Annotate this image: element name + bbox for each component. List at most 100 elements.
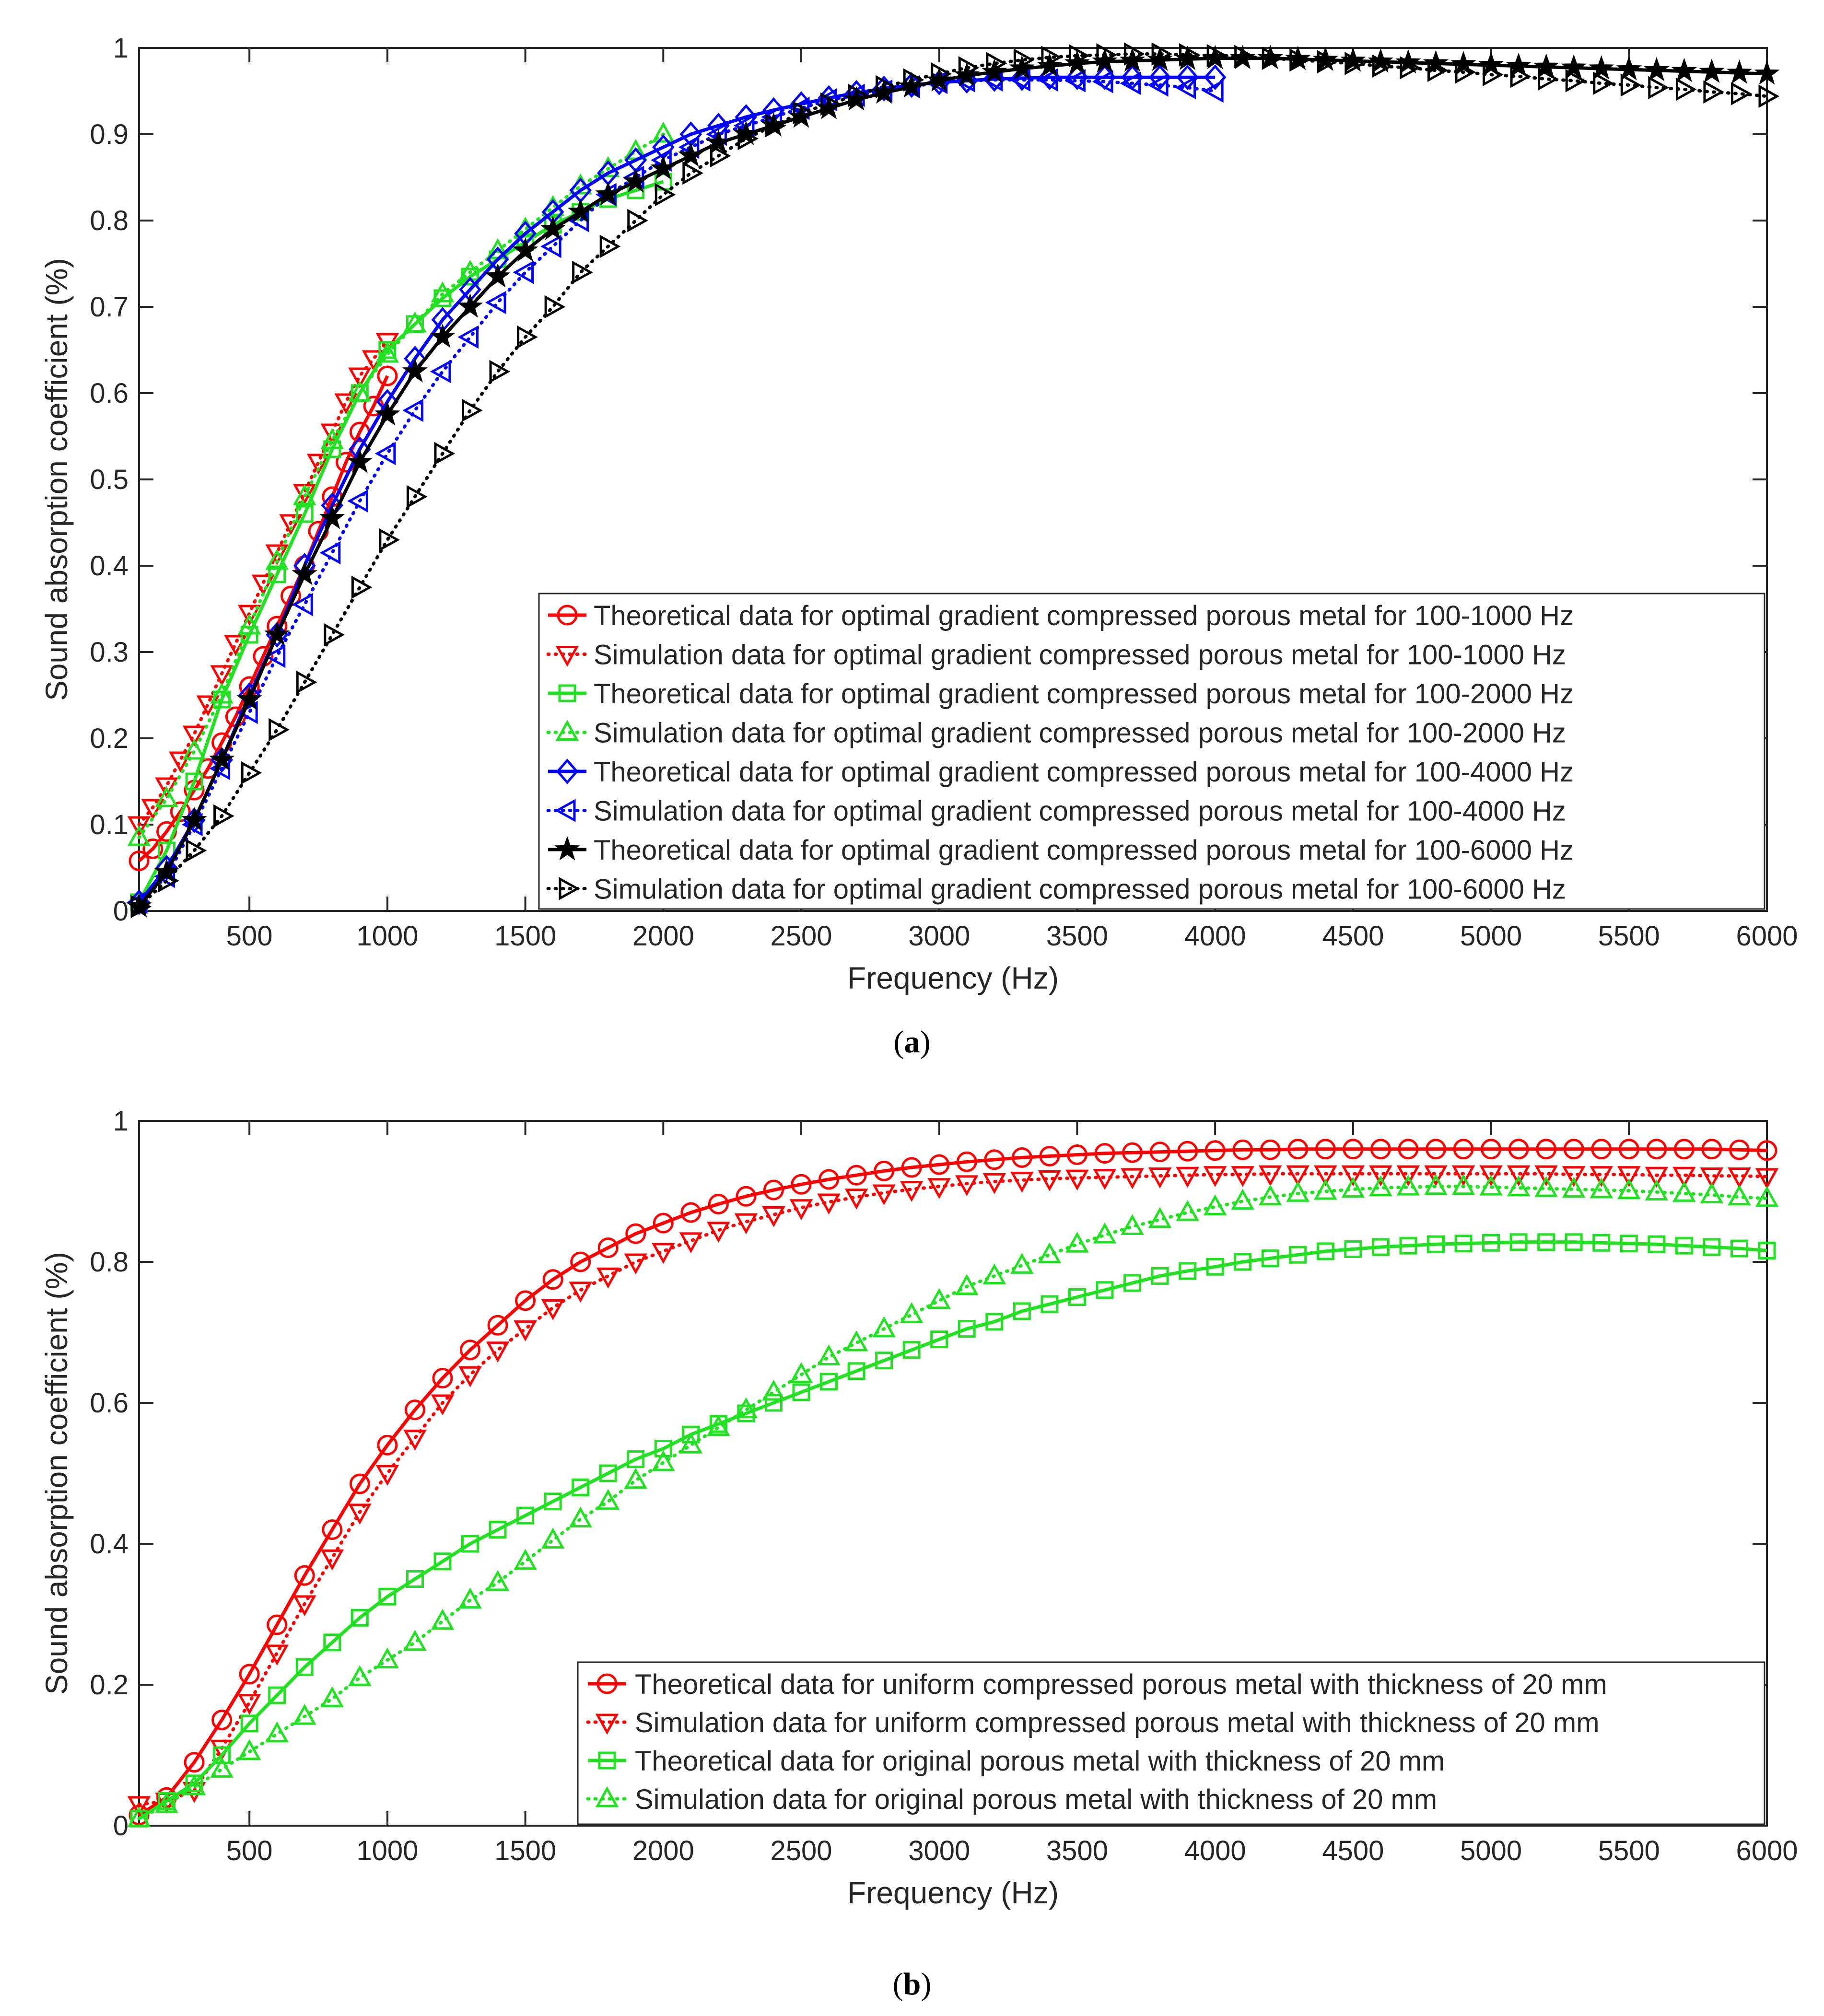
- data-point: [1369, 1165, 1392, 1187]
- data-point: [347, 489, 368, 513]
- data-point: [267, 1614, 288, 1635]
- data-point: [818, 1169, 840, 1190]
- data-point: [1151, 42, 1173, 66]
- data-point: [334, 393, 358, 415]
- data-point: [1482, 1234, 1500, 1252]
- data-point: [1509, 1233, 1528, 1251]
- data-point: [1094, 1143, 1115, 1164]
- legend-box: [577, 1661, 1766, 1825]
- x-tick-label: 500: [226, 1835, 273, 1866]
- data-point: [1149, 1142, 1170, 1163]
- data-point: [264, 644, 286, 668]
- data-point: [1425, 1139, 1446, 1160]
- y-tick-label: 0.7: [90, 291, 129, 323]
- x-tick-label: 1000: [356, 921, 418, 952]
- data-point: [462, 398, 483, 422]
- data-point: [375, 1465, 399, 1486]
- data-point: [1454, 1235, 1473, 1253]
- x-tick-label: 2000: [632, 1835, 694, 1866]
- series-4: [127, 1174, 1779, 1827]
- data-point: [375, 341, 399, 363]
- data-point: [293, 484, 316, 505]
- x-tick-label: 2000: [632, 921, 694, 952]
- series-line: [137, 1185, 1769, 1820]
- y-axis-label: Sound absorption coefficient (%): [39, 1252, 74, 1695]
- data-point: [540, 215, 566, 240]
- data-point: [1261, 1249, 1279, 1268]
- data-point: [1400, 56, 1421, 80]
- data-point: [650, 155, 676, 180]
- data-point: [1231, 1189, 1254, 1210]
- data-point: [1701, 1139, 1722, 1160]
- caption-b: (b): [893, 1967, 932, 2002]
- data-point: [1426, 1235, 1445, 1253]
- data-point: [1479, 1175, 1503, 1196]
- data-point: [1124, 42, 1145, 66]
- data-point: [1258, 1165, 1282, 1187]
- data-point: [294, 1565, 315, 1586]
- data-point: [682, 1425, 700, 1444]
- data-point: [1287, 1139, 1309, 1160]
- data-point: [1343, 1139, 1364, 1160]
- legend-entry: Simulation data for optimal gradient com…: [594, 796, 1566, 827]
- data-point: [679, 1232, 703, 1254]
- data-point: [1371, 1238, 1390, 1256]
- data-point: [958, 1320, 976, 1338]
- data-point: [1344, 1240, 1362, 1259]
- caption-b-letter: b: [903, 1967, 921, 2002]
- data-point: [1285, 46, 1311, 70]
- data-point: [1453, 1139, 1474, 1160]
- y-axis-label: Sound absorption coefficient (%): [39, 258, 74, 701]
- data-point: [708, 1193, 729, 1214]
- data-point: [485, 263, 511, 288]
- data-point: [874, 1160, 895, 1181]
- data-point: [764, 1394, 783, 1412]
- data-point: [1700, 1167, 1724, 1189]
- data-point: [1396, 1165, 1420, 1187]
- data-point: [239, 1664, 260, 1685]
- data-point: [1534, 1176, 1558, 1197]
- data-point: [1096, 1281, 1114, 1299]
- data-point: [1009, 68, 1030, 92]
- x-tick-label: 5000: [1460, 921, 1522, 952]
- data-point: [378, 1587, 397, 1606]
- data-point: [900, 1181, 924, 1202]
- legend-marker: [598, 1751, 616, 1770]
- y-tick-label: 0.5: [90, 464, 129, 495]
- data-point: [268, 565, 286, 583]
- data-point: [185, 772, 203, 791]
- data-point: [292, 560, 317, 585]
- data-point: [624, 1253, 648, 1275]
- data-point: [844, 1189, 868, 1210]
- data-point: [377, 1434, 398, 1456]
- data-point: [872, 1316, 896, 1338]
- data-point: [1648, 1235, 1666, 1253]
- data-point: [322, 1519, 343, 1540]
- data-point: [517, 325, 538, 349]
- x-tick-label: 3500: [1046, 1835, 1108, 1866]
- data-point: [599, 1464, 617, 1482]
- data-point: [1122, 1142, 1143, 1163]
- series-line: [137, 1172, 1769, 1806]
- data-point: [210, 1757, 234, 1778]
- data-point: [1427, 58, 1449, 82]
- data-point: [1068, 44, 1090, 68]
- data-point: [127, 816, 151, 838]
- data-point: [1341, 1177, 1365, 1198]
- data-point: [1232, 1139, 1253, 1160]
- data-point: [430, 323, 456, 348]
- x-tick-label: 4500: [1322, 921, 1384, 952]
- data-point: [929, 1154, 950, 1175]
- legend-marker: [596, 1673, 618, 1694]
- data-point: [458, 1366, 482, 1387]
- data-point: [627, 1450, 645, 1468]
- data-point: [544, 1492, 562, 1511]
- y-tick-label: 0.3: [90, 637, 129, 668]
- data-point: [155, 777, 178, 799]
- data-point: [403, 311, 427, 333]
- data-point: [707, 1222, 730, 1243]
- data-point: [320, 1686, 344, 1707]
- x-tick-label: 1500: [494, 1835, 556, 1866]
- data-point: [1620, 1235, 1638, 1253]
- data-point: [679, 1433, 703, 1454]
